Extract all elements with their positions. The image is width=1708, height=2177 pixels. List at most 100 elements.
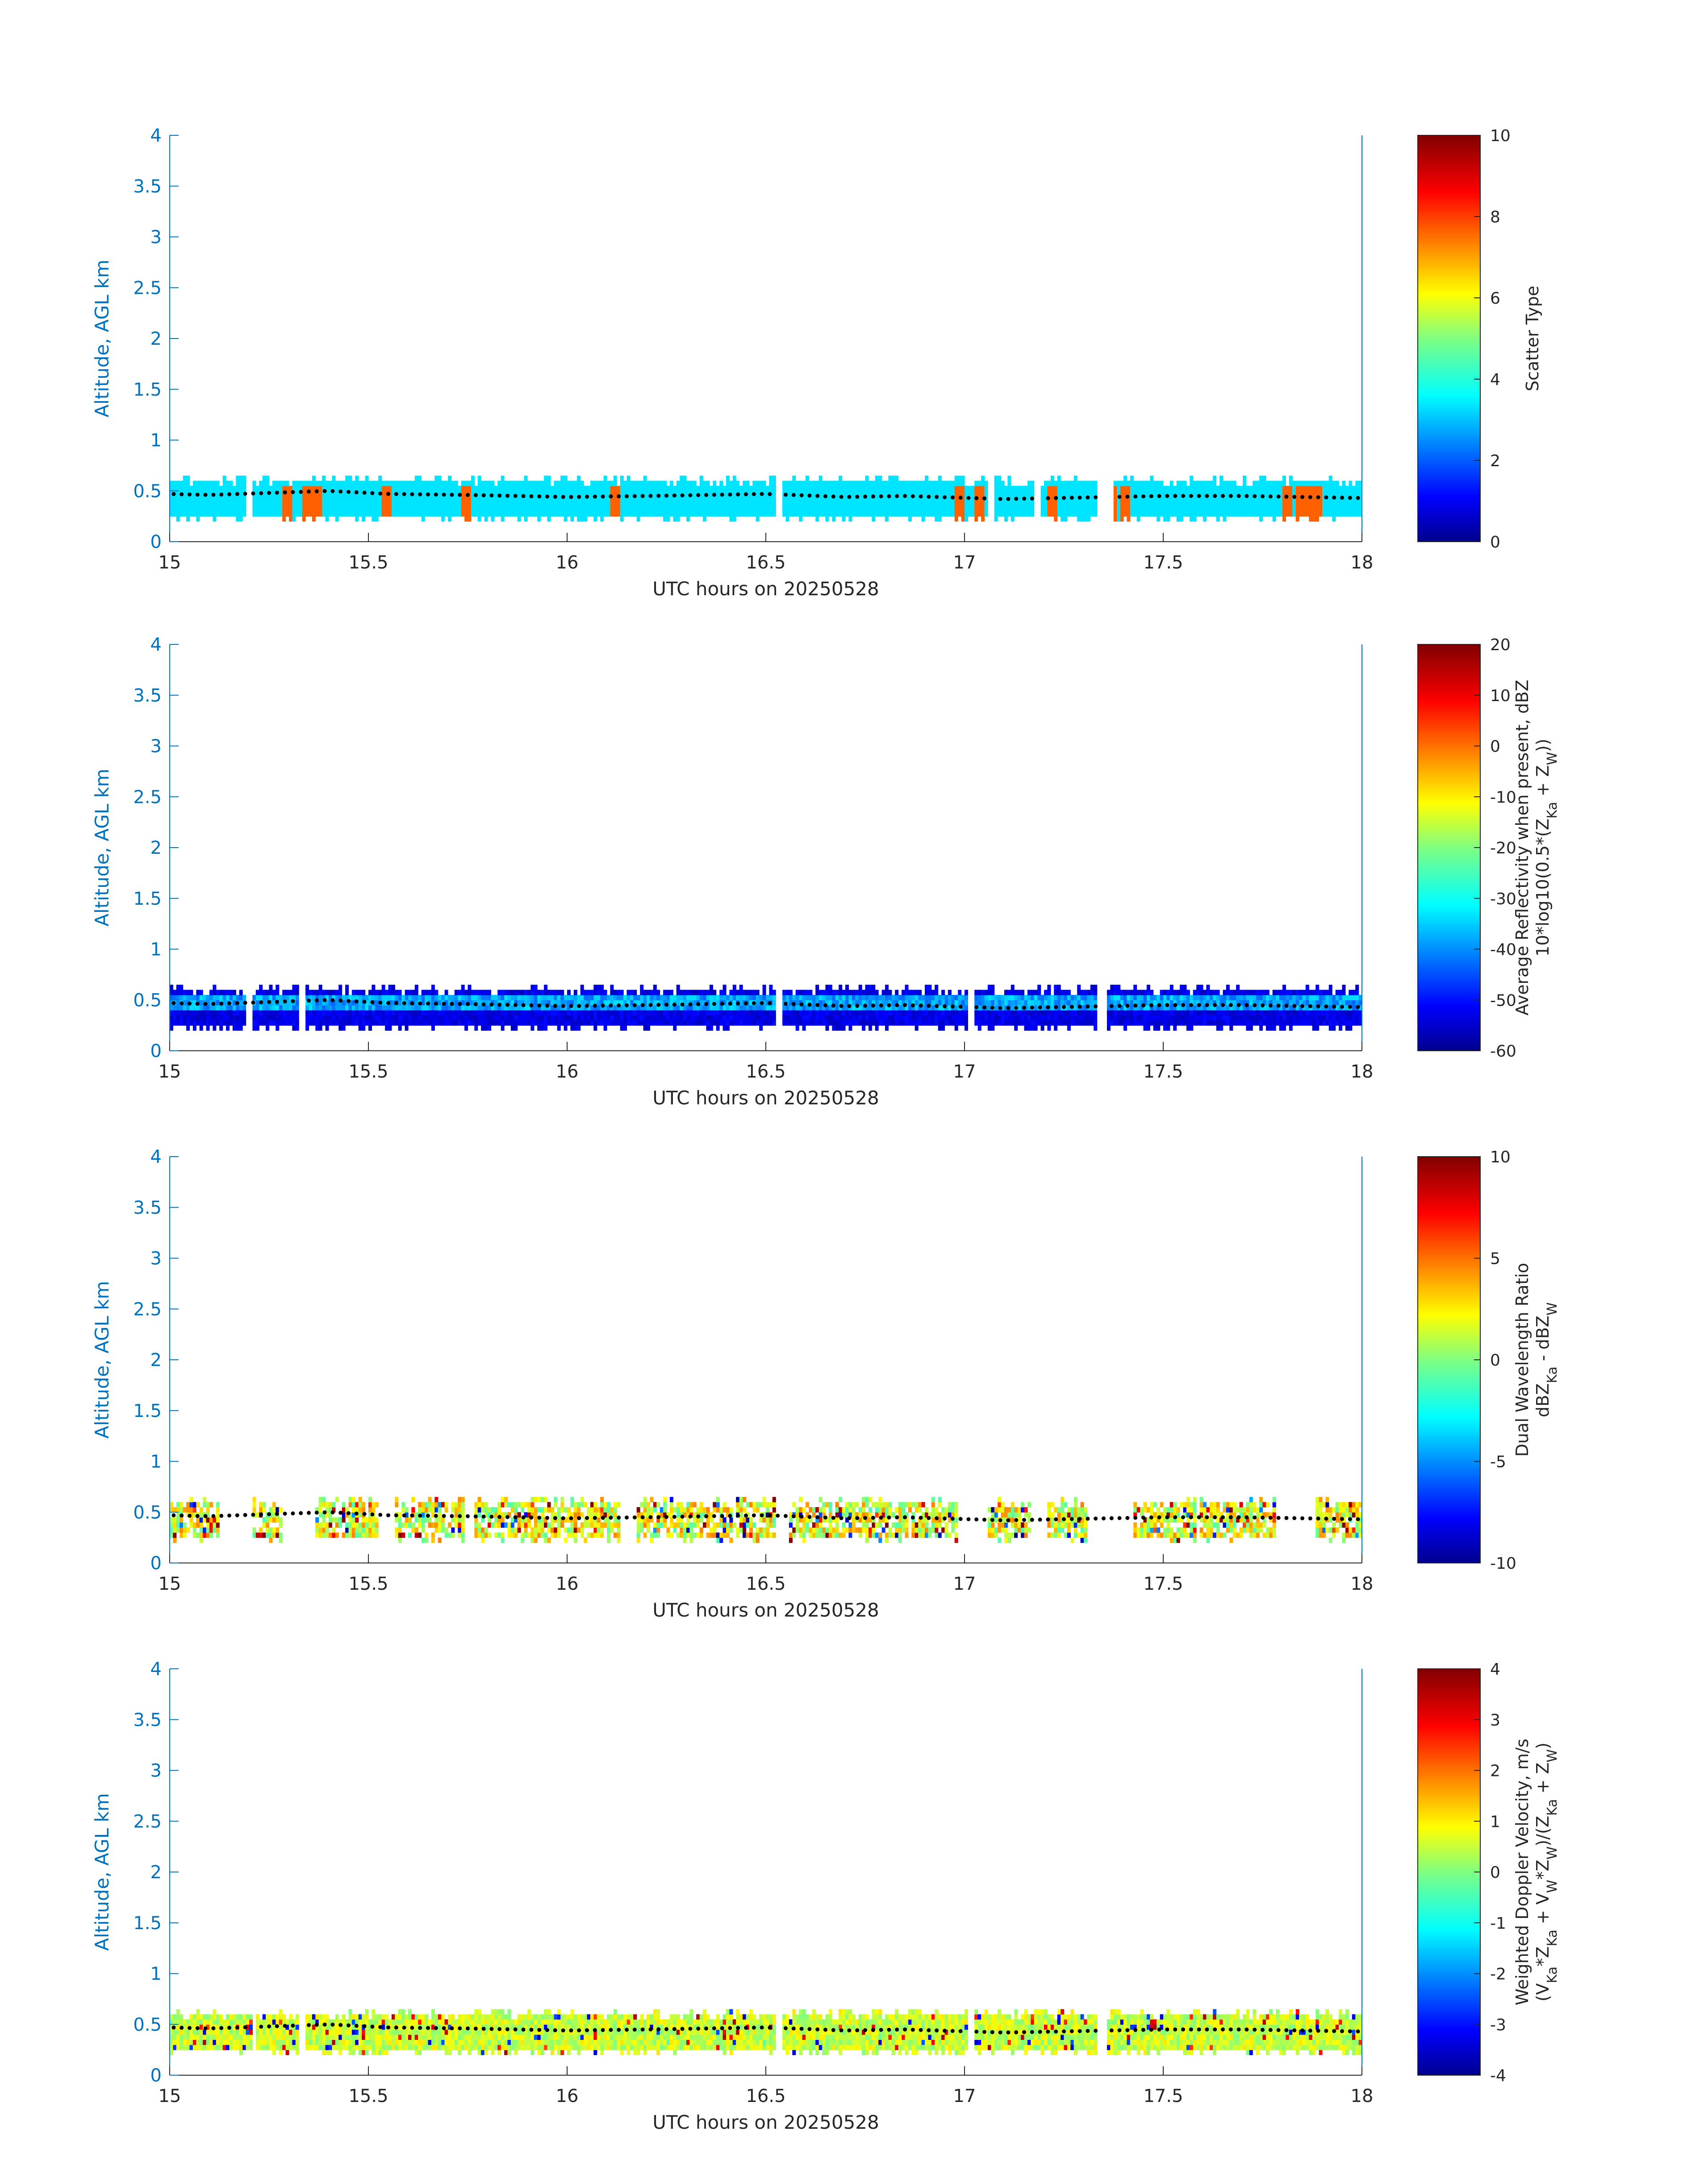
- trace-dot: [1253, 494, 1257, 498]
- heatmap-cell: [458, 990, 462, 995]
- heatmap-cell: [527, 990, 531, 995]
- heatmap-cell: [1004, 1005, 1008, 1011]
- heatmap-cell: [196, 1020, 200, 1026]
- heatmap-cell: [1110, 994, 1114, 1000]
- heatmap-cell: [332, 485, 336, 491]
- heatmap-cell: [1272, 485, 1276, 491]
- heatmap-cell: [484, 516, 488, 522]
- heatmap-cell: [318, 506, 322, 512]
- heatmap-cell: [521, 1005, 525, 1011]
- heatmap-cell: [766, 1000, 769, 1006]
- heatmap-cell: [1040, 1025, 1044, 1031]
- heatmap-cell: [1117, 506, 1121, 512]
- heatmap-cell: [550, 501, 554, 506]
- heatmap-cell: [1080, 501, 1084, 506]
- heatmap-cell: [683, 485, 687, 491]
- heatmap-cell: [722, 511, 727, 517]
- heatmap-cell: [448, 994, 451, 1000]
- heatmap-cell: [1007, 994, 1011, 1000]
- heatmap-cell: [911, 481, 915, 486]
- heatmap-cell: [1034, 990, 1038, 995]
- heatmap-cell: [530, 1015, 535, 1021]
- heatmap-cell: [617, 990, 621, 995]
- heatmap-cell: [928, 511, 932, 517]
- heatmap-cell: [391, 1005, 395, 1011]
- heatmap-cell: [1328, 481, 1332, 486]
- heatmap-cell: [650, 1015, 654, 1021]
- heatmap-cell: [895, 506, 899, 512]
- heatmap-cell: [587, 994, 591, 1000]
- heatmap-cell: [915, 1015, 919, 1021]
- heatmap-cell: [1232, 511, 1236, 517]
- heatmap-cell: [1024, 1010, 1028, 1015]
- heatmap-cell: [329, 1020, 332, 1026]
- heatmap-cell: [454, 501, 458, 506]
- heatmap-cell: [699, 994, 703, 1000]
- heatmap-cell: [1136, 516, 1140, 522]
- heatmap-cell: [825, 985, 829, 990]
- heatmap-cell: [819, 481, 823, 486]
- heatmap-cell: [590, 990, 594, 995]
- heatmap-cell: [935, 1010, 939, 1015]
- heatmap-cell: [173, 485, 177, 491]
- heatmap-cell: [862, 990, 866, 995]
- heatmap-cell: [1073, 491, 1077, 497]
- heatmap-cell: [226, 501, 230, 506]
- heatmap-cell: [951, 506, 955, 512]
- heatmap-cell: [633, 990, 637, 995]
- heatmap-cell: [905, 990, 909, 995]
- heatmap-cell: [902, 1010, 906, 1015]
- heatmap-cell: [448, 506, 451, 512]
- heatmap-cell: [567, 990, 571, 995]
- heatmap-cell: [935, 481, 939, 486]
- heatmap-cell: [441, 485, 445, 491]
- heatmap-cell: [236, 481, 240, 486]
- heatmap-cell: [1193, 506, 1197, 512]
- heatmap-cell: [713, 485, 717, 491]
- heatmap-cell: [809, 1020, 813, 1026]
- heatmap-cell: [1110, 1020, 1114, 1026]
- heatmap-cell: [1259, 516, 1263, 522]
- heatmap-cell: [351, 994, 355, 1000]
- heatmap-cell: [974, 516, 978, 522]
- heatmap-cell: [236, 476, 240, 481]
- heatmap-cell: [1130, 1000, 1134, 1006]
- heatmap-cell: [918, 1010, 922, 1015]
- heatmap-cell: [626, 476, 631, 481]
- heatmap-cell: [252, 1010, 256, 1015]
- heatmap-cell: [276, 506, 280, 512]
- heatmap-cell: [782, 481, 786, 486]
- heatmap-cell: [898, 501, 902, 506]
- heatmap-cell: [338, 990, 342, 995]
- heatmap-cell: [1160, 501, 1164, 506]
- heatmap-cell: [653, 506, 657, 512]
- heatmap-cell: [613, 476, 617, 481]
- heatmap-cell: [1315, 501, 1320, 506]
- heatmap-cell: [474, 485, 478, 491]
- trace-dot: [847, 495, 852, 499]
- heatmap-cell: [418, 1020, 422, 1026]
- heatmap-cell: [845, 501, 849, 506]
- heatmap-cell: [259, 1005, 263, 1011]
- heatmap-cell: [219, 1025, 223, 1031]
- heatmap-cell: [1186, 501, 1190, 506]
- heatmap-cell: [918, 1000, 922, 1006]
- heatmap-cell: [706, 1000, 710, 1006]
- heatmap-cell: [285, 1010, 289, 1015]
- heatmap-cell: [1007, 481, 1011, 486]
- heatmap-cell: [951, 481, 955, 486]
- heatmap-cell: [425, 1010, 429, 1015]
- heatmap-cell: [414, 1005, 418, 1011]
- heatmap-cell: [878, 1020, 882, 1026]
- heatmap-cell: [408, 1020, 412, 1026]
- heatmap-cell: [398, 491, 402, 497]
- heatmap-cell: [921, 1010, 925, 1015]
- heatmap-cell: [540, 1005, 544, 1011]
- heatmap-cell: [1276, 511, 1280, 517]
- heatmap-cell: [1355, 506, 1359, 512]
- heatmap-cell: [1299, 511, 1303, 517]
- heatmap-cell: [494, 994, 498, 1000]
- heatmap-cell: [938, 1010, 942, 1015]
- heatmap-cell: [458, 485, 462, 491]
- heatmap-cell: [1309, 506, 1313, 512]
